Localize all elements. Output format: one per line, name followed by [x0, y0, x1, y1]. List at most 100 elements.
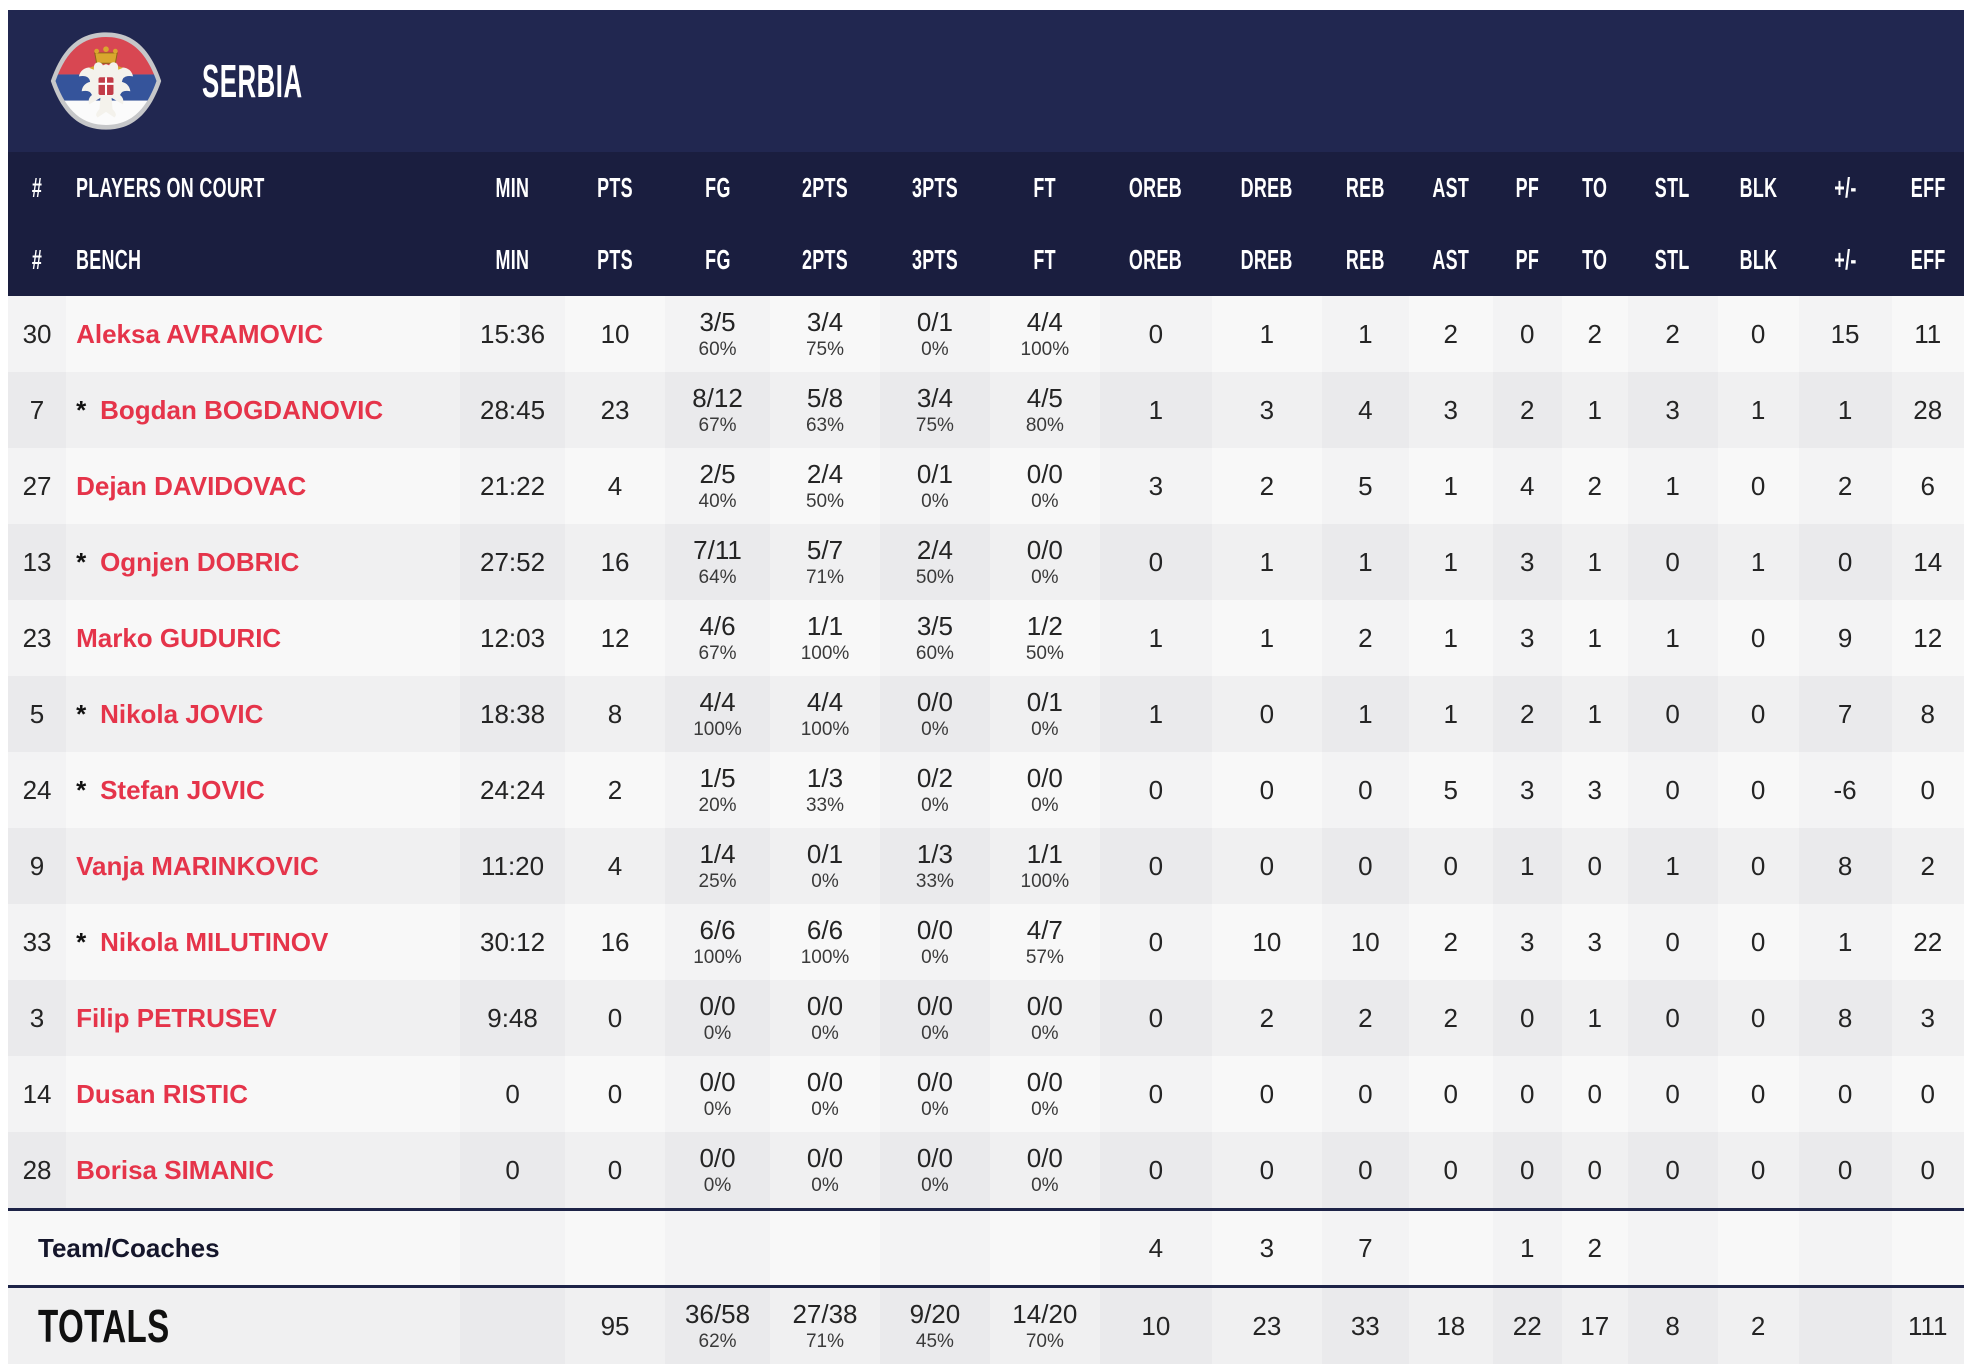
stat-to: 2 [1561, 296, 1628, 372]
stat-oreb: 1 [1099, 676, 1212, 752]
player-number: 28 [8, 1132, 67, 1210]
col-header-fg: FG [665, 224, 771, 296]
stat-ft [989, 1208, 1100, 1287]
stat-stl: 3 [1627, 372, 1718, 448]
stat-fg: 4/6 67% [665, 600, 771, 676]
stat-to: 0 [1561, 828, 1628, 904]
player-name-cell: * Nikola JOVIC [66, 676, 461, 752]
player-name-cell: Vanja MARINKOVIC [66, 828, 461, 904]
stat-blk: 0 [1717, 676, 1799, 752]
player-name-link[interactable]: Bogdan BOGDANOVIC [100, 394, 384, 425]
stat-ast: 2 [1408, 296, 1493, 372]
col-header-number: # [8, 152, 67, 224]
stat-fg: 1/4 25% [665, 828, 771, 904]
players-body: 30 Aleksa AVRAMOVIC 15:36 10 3/5 60% 3/4 7… [8, 296, 1964, 1210]
stat-oreb: 1 [1099, 600, 1212, 676]
col-header-oreb: OREB [1099, 224, 1212, 296]
col-header-ft: FT [989, 224, 1100, 296]
stat-pts [565, 1208, 665, 1287]
player-name-link[interactable]: Stefan JOVIC [100, 774, 265, 805]
stat-2pts: 2/4 50% [770, 448, 880, 524]
player-number: 5 [8, 676, 67, 752]
stat-min: 24:24 [460, 752, 566, 828]
stat-pf: 0 [1492, 1132, 1562, 1210]
stat-to: 1 [1561, 600, 1628, 676]
stat-ft: 1/1 100% [989, 828, 1100, 904]
col-header-stl: STL [1627, 224, 1718, 296]
stat-3pts: 0/1 0% [879, 448, 990, 524]
stat-ft: 0/0 0% [989, 752, 1100, 828]
stat-min: 15:36 [460, 296, 566, 372]
stat-oreb: 4 [1099, 1208, 1212, 1287]
player-name-link[interactable]: Dejan DAVIDOVAC [76, 470, 307, 501]
stat-reb: 0 [1321, 1056, 1409, 1132]
stat-reb: 0 [1321, 1132, 1409, 1210]
stat-stl: 2 [1627, 296, 1718, 372]
stat-blk: 0 [1717, 1132, 1799, 1210]
stat-2pts: 27/38 71% [770, 1285, 880, 1364]
stat-stl: 1 [1627, 600, 1718, 676]
player-name-link[interactable]: Nikola JOVIC [100, 698, 264, 729]
stat-fg: 3/5 60% [665, 296, 771, 372]
stat-dreb: 1 [1211, 600, 1322, 676]
stat-ft: 0/0 0% [989, 980, 1100, 1056]
player-name-link[interactable]: Dusan RISTIC [76, 1078, 248, 1109]
stat-plusminus: 0 [1798, 1132, 1892, 1210]
col-header-dreb: DREB [1211, 224, 1322, 296]
player-row: 27 Dejan DAVIDOVAC 21:22 4 2/5 40% 2/4 50%… [8, 448, 1964, 524]
player-row: 23 Marko GUDURIC 12:03 12 4/6 67% 1/1 100%… [8, 600, 1964, 676]
stat-pf: 3 [1492, 524, 1562, 600]
col-header-oreb: OREB [1099, 152, 1212, 224]
stat-ast: 3 [1408, 372, 1493, 448]
player-name-link[interactable]: Vanja MARINKOVIC [76, 850, 319, 881]
player-name-link[interactable]: Marko GUDURIC [76, 622, 282, 653]
stat-stl: 1 [1627, 448, 1718, 524]
stat-eff: 14 [1891, 524, 1964, 600]
stat-plusminus: 2 [1798, 448, 1892, 524]
stat-plusminus: 9 [1798, 600, 1892, 676]
stat-eff [1891, 1208, 1964, 1287]
stat-reb: 10 [1321, 904, 1409, 980]
stat-reb: 4 [1321, 372, 1409, 448]
player-name-link[interactable]: Nikola MILUTINOV [100, 926, 329, 957]
player-row: 9 Vanja MARINKOVIC 11:20 4 1/4 25% 0/1 0% … [8, 828, 1964, 904]
col-header-plusminus: +/- [1798, 224, 1892, 296]
player-name-link[interactable]: Ognjen DOBRIC [100, 546, 300, 577]
stat-oreb: 0 [1099, 1056, 1212, 1132]
stat-plusminus [1798, 1285, 1892, 1364]
stat-oreb: 1 [1099, 372, 1212, 448]
stat-pts: 4 [565, 448, 665, 524]
stat-reb: 2 [1321, 600, 1409, 676]
starter-asterisk: * [76, 546, 87, 577]
stat-fg: 1/5 20% [665, 752, 771, 828]
player-row: 30 Aleksa AVRAMOVIC 15:36 10 3/5 60% 3/4 7… [8, 296, 1964, 372]
player-name-cell: Dusan RISTIC [66, 1056, 461, 1132]
stat-to: 3 [1561, 752, 1628, 828]
stat-min: 0 [460, 1056, 566, 1132]
player-name-link[interactable]: Borisa SIMANIC [76, 1154, 274, 1185]
stat-dreb: 0 [1211, 676, 1322, 752]
stat-2pts: 5/8 63% [770, 372, 880, 448]
stat-eff: 0 [1891, 752, 1964, 828]
stat-to: 0 [1561, 1056, 1628, 1132]
stat-min [460, 1208, 566, 1287]
stat-eff: 0 [1891, 1056, 1964, 1132]
player-number: 3 [8, 980, 67, 1056]
stat-reb: 5 [1321, 448, 1409, 524]
stat-reb: 1 [1321, 296, 1409, 372]
stat-dreb: 1 [1211, 296, 1322, 372]
player-name-cell: * Nikola MILUTINOV [66, 904, 461, 980]
stat-ft: 0/0 0% [989, 1132, 1100, 1210]
player-number: 9 [8, 828, 67, 904]
stat-to: 1 [1561, 980, 1628, 1056]
team-coaches-label: Team/Coaches [8, 1208, 461, 1287]
stat-reb: 33 [1321, 1285, 1409, 1364]
stat-oreb: 0 [1099, 980, 1212, 1056]
player-row: 7 * Bogdan BOGDANOVIC 28:45 23 8/12 67% 5/… [8, 372, 1964, 448]
stat-plusminus: 15 [1798, 296, 1892, 372]
stat-blk: 0 [1717, 296, 1799, 372]
player-name-link[interactable]: Aleksa AVRAMOVIC [76, 318, 324, 349]
stat-blk: 0 [1717, 1056, 1799, 1132]
stat-ft: 14/20 70% [989, 1285, 1100, 1364]
player-name-link[interactable]: Filip PETRUSEV [76, 1002, 277, 1033]
